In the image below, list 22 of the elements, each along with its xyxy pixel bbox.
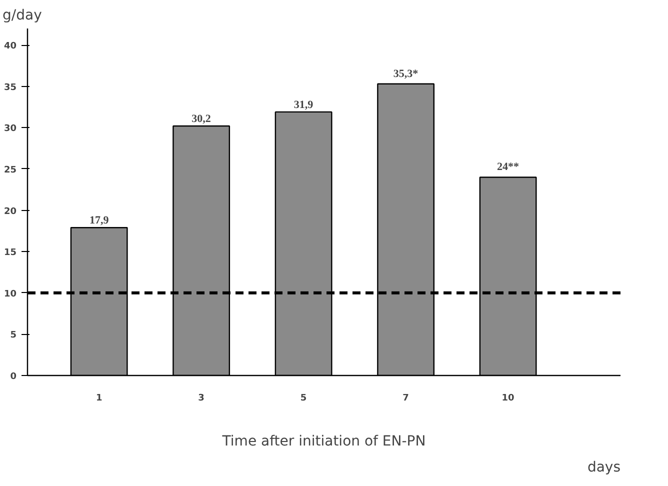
x-tick-label: 3 (198, 394, 204, 404)
y-tick-label: 40 (4, 42, 17, 52)
y-tick-label: 10 (4, 289, 17, 300)
y-tick-label: 20 (4, 206, 17, 217)
x-tick-label: 7 (402, 394, 409, 404)
data-label: 24** (497, 161, 520, 174)
data-label: 31,9 (294, 98, 314, 111)
x-tick-label: 1 (96, 394, 102, 404)
y-tick-label: 0 (10, 372, 17, 382)
y-axis-title: g/day (2, 8, 42, 24)
x-axis-title: Time after initiation of EN-PN (221, 434, 426, 450)
x-tick-label: 10 (502, 394, 514, 404)
y-tick-label: 35 (4, 82, 17, 93)
x-tick-label: 5 (300, 394, 307, 404)
data-label: 17,9 (89, 214, 110, 227)
y-tick-label: 30 (4, 124, 17, 134)
data-label: 35,3* (393, 68, 419, 80)
y-tick-label: 5 (10, 330, 17, 341)
y-tick-label: 25 (4, 165, 17, 176)
y-tick-label: 15 (4, 248, 17, 258)
text: days (587, 460, 620, 476)
data-label: 30,2 (192, 112, 212, 125)
